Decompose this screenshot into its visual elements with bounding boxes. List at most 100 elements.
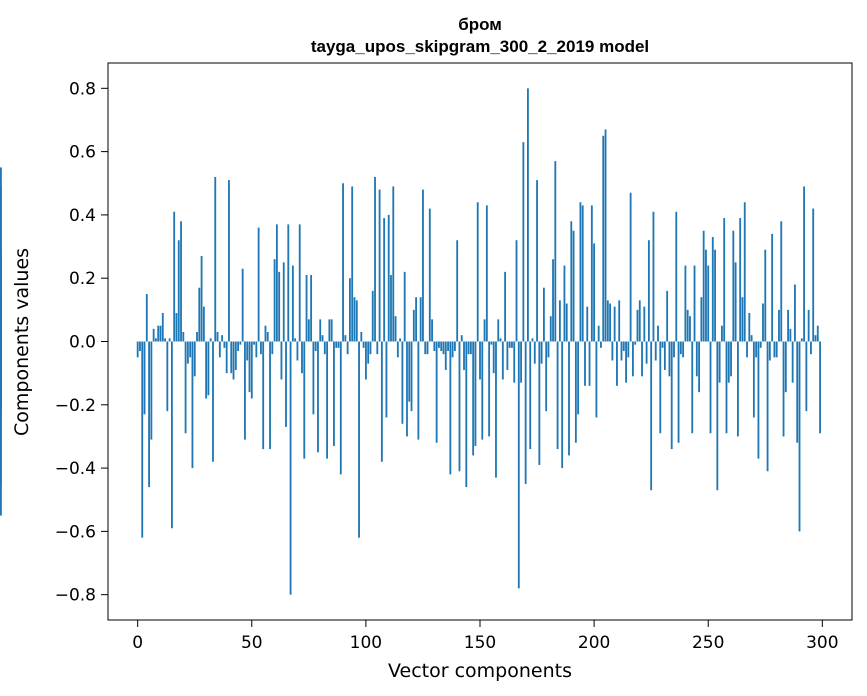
bar-255 — [718, 341, 721, 383]
bar-28 — [200, 256, 203, 342]
bar-54 — [260, 341, 262, 355]
bar-91 — [344, 335, 347, 342]
bar-220 — [638, 300, 641, 342]
bar-145 — [467, 341, 470, 355]
bar-46 — [241, 268, 244, 342]
bar-121 — [412, 309, 415, 342]
bar-256 — [721, 325, 723, 342]
bar-112 — [392, 186, 395, 342]
x-axis-label: Vector components — [388, 660, 572, 682]
bar-67 — [289, 341, 292, 595]
bar-239 — [682, 341, 685, 358]
bar-97 — [358, 341, 360, 538]
bar-66 — [287, 224, 290, 342]
bar-13 — [166, 341, 169, 412]
bar-258 — [725, 341, 728, 434]
bar-277 — [768, 341, 771, 361]
bar-77 — [312, 341, 315, 415]
bar-118 — [406, 341, 408, 437]
bar-247 — [700, 297, 703, 342]
bar-107 — [380, 341, 383, 462]
bar-15 — [170, 341, 173, 529]
bar-254 — [716, 341, 719, 491]
bar-1 — [139, 341, 141, 351]
bar-95 — [353, 297, 356, 342]
bar-265 — [741, 297, 744, 342]
bar-180 — [547, 341, 550, 358]
bar-204 — [602, 135, 605, 342]
bar-140 — [456, 240, 459, 342]
bar-58 — [269, 341, 271, 450]
bar-222 — [643, 306, 646, 342]
bar-218 — [634, 341, 637, 345]
bar-187 — [563, 265, 566, 342]
bar-153 — [485, 205, 488, 342]
bar-82 — [323, 341, 326, 355]
bar-282 — [780, 221, 783, 342]
bar-6 — [150, 341, 153, 440]
bar-181 — [549, 316, 552, 342]
x-tick-label: 100 — [350, 633, 382, 653]
bar-20 — [182, 332, 185, 342]
bar-264 — [739, 218, 742, 342]
bar-219 — [636, 309, 639, 342]
bar-127 — [426, 341, 429, 355]
axes-frame — [107, 62, 853, 621]
bar-125 — [422, 189, 424, 342]
bar-26 — [196, 332, 198, 342]
bar-117 — [403, 271, 406, 342]
bar-262 — [734, 262, 737, 342]
bar-271 — [755, 341, 758, 358]
bar-295 — [810, 341, 812, 355]
bar-93 — [349, 278, 351, 342]
y-tick-label: 0.4 — [69, 206, 96, 226]
bar-55 — [262, 341, 265, 450]
bar-224 — [647, 240, 650, 342]
bar-162 — [506, 341, 509, 370]
bar-89 — [339, 341, 342, 475]
bar-80 — [319, 319, 322, 342]
bar-130 — [433, 341, 436, 351]
bar-209 — [613, 306, 616, 342]
bar-136 — [447, 341, 449, 351]
bar-69 — [294, 338, 297, 342]
x-tick-label: 50 — [241, 633, 263, 653]
bar-266 — [743, 202, 746, 342]
bar-225 — [650, 341, 653, 491]
bar-203 — [600, 341, 602, 348]
x-tick-label: 150 — [464, 633, 496, 653]
bar-undefined — [0, 341, 2, 516]
bar-27 — [198, 287, 201, 342]
bar-273 — [759, 341, 762, 348]
bar-undefined — [0, 252, 2, 342]
bar-269 — [750, 335, 753, 342]
bar-148 — [474, 341, 477, 446]
bar-193 — [577, 341, 580, 415]
bar-208 — [611, 341, 614, 361]
bar-234 — [670, 341, 673, 450]
bar-53 — [257, 227, 260, 342]
bar-49 — [248, 341, 251, 393]
bar-223 — [645, 341, 648, 364]
bar-120 — [410, 341, 413, 412]
bar-195 — [581, 205, 584, 342]
bar-284 — [784, 341, 787, 393]
bar-4 — [145, 294, 148, 342]
bar-75 — [307, 319, 310, 342]
bar-39 — [225, 341, 228, 374]
bar-174 — [533, 341, 536, 364]
bar-9 — [157, 325, 160, 342]
bar-114 — [396, 341, 399, 358]
bar-84 — [328, 319, 331, 342]
bar-206 — [606, 300, 609, 342]
bar-221 — [641, 341, 643, 377]
bar-257 — [723, 218, 726, 342]
bar-32 — [209, 338, 212, 342]
bar-137 — [449, 341, 452, 475]
bar-171 — [527, 88, 529, 342]
bar-23 — [189, 341, 192, 358]
bar-287 — [791, 341, 794, 383]
bar-183 — [554, 161, 557, 342]
